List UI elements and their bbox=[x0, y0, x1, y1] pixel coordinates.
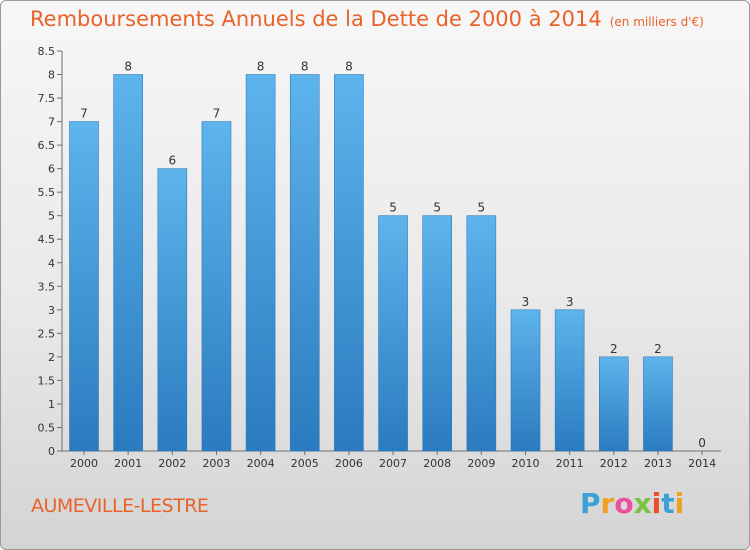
logo-letter: t bbox=[661, 487, 675, 520]
data-label-2013: 2 bbox=[654, 342, 662, 356]
x-tick-label-2013: 2013 bbox=[644, 457, 672, 470]
y-axis: 0 0.5 1 1.5 2 2.5 3 3.5 4 4.5 5 5.5 6 6.5 7 7.5 8 8.5 bbox=[38, 45, 63, 458]
bar-2000 bbox=[69, 121, 99, 452]
bar-2001 bbox=[113, 74, 143, 452]
logo-letter: i bbox=[651, 487, 662, 520]
data-label-2005: 8 bbox=[301, 60, 309, 74]
bar-2010 bbox=[510, 309, 541, 452]
logo-letter: i bbox=[674, 487, 685, 520]
logo-letter: o bbox=[614, 487, 634, 520]
x-axis: 2000 2001 2002 2003 2004 2005 2006 2007 2008 2009… bbox=[62, 450, 721, 470]
data-label-2002: 6 bbox=[168, 154, 176, 168]
y-tick-label: 5.5 bbox=[38, 186, 56, 199]
bar-2011 bbox=[554, 309, 585, 452]
bar-2003 bbox=[201, 121, 232, 452]
y-tick-label: 0.5 bbox=[38, 421, 56, 434]
data-label-2008: 5 bbox=[433, 201, 441, 215]
bar-2008 bbox=[422, 215, 453, 452]
bar-2005 bbox=[289, 74, 320, 452]
logo-letter: r bbox=[600, 487, 615, 520]
chart-title-text: Remboursements Annuels de la Dette de 20… bbox=[30, 7, 602, 31]
x-tick-label-2011: 2011 bbox=[556, 457, 584, 470]
x-tick-label-2002: 2002 bbox=[158, 457, 186, 470]
x-tick-label-2005: 2005 bbox=[291, 457, 319, 470]
y-tick-label: 1.5 bbox=[38, 374, 56, 387]
x-tick-label-2001: 2001 bbox=[114, 457, 142, 470]
y-tick-label: 1 bbox=[48, 398, 55, 411]
x-tick-label-2004: 2004 bbox=[247, 457, 275, 470]
bar-2009 bbox=[466, 215, 497, 452]
data-label-2007: 5 bbox=[389, 201, 397, 215]
y-tick-label: 5 bbox=[48, 210, 55, 223]
logo-letter: x bbox=[633, 487, 652, 520]
y-tick-label: 6.5 bbox=[38, 139, 56, 152]
data-label-2014: 0 bbox=[698, 436, 706, 450]
x-tick-label-2007: 2007 bbox=[379, 457, 407, 470]
bar-2002 bbox=[157, 168, 188, 452]
y-tick-label: 2.5 bbox=[38, 327, 56, 340]
data-label-2000: 7 bbox=[80, 107, 88, 121]
bar-series bbox=[69, 74, 673, 452]
logo-letter: P bbox=[580, 487, 601, 520]
y-tick-label: 6 bbox=[48, 163, 55, 176]
data-label-2001: 8 bbox=[124, 60, 132, 74]
x-tick-label-2009: 2009 bbox=[467, 457, 495, 470]
y-tick-label: 8.5 bbox=[38, 45, 56, 58]
y-tick-label: 4.5 bbox=[38, 233, 56, 246]
data-label-2009: 5 bbox=[478, 201, 486, 215]
x-tick-label-2012: 2012 bbox=[600, 457, 628, 470]
commune-name: AUMEVILLE-LESTRE bbox=[31, 495, 209, 517]
data-label-2011: 3 bbox=[566, 295, 574, 309]
x-tick-label-2006: 2006 bbox=[335, 457, 363, 470]
data-label-2012: 2 bbox=[610, 342, 618, 356]
y-tick-label: 0 bbox=[48, 445, 55, 458]
x-tick-label-2010: 2010 bbox=[512, 457, 540, 470]
data-label-2010: 3 bbox=[522, 295, 530, 309]
x-tick-label-2014: 2014 bbox=[688, 457, 716, 470]
bar-2007 bbox=[378, 215, 408, 452]
proxiti-logo: Proxiti bbox=[580, 487, 684, 520]
y-tick-label: 7.5 bbox=[38, 92, 56, 105]
bar-2006 bbox=[334, 74, 364, 452]
x-tick-label-2000: 2000 bbox=[70, 457, 98, 470]
bar-2013 bbox=[643, 356, 673, 452]
x-tick-label-2003: 2003 bbox=[202, 457, 230, 470]
data-label-2006: 8 bbox=[345, 60, 353, 74]
y-tick-label: 3 bbox=[48, 304, 55, 317]
bar-2012 bbox=[598, 356, 629, 452]
data-labels: 7 8 6 7 8 8 8 5 5 5 3 3 2 2 0 bbox=[80, 60, 706, 450]
y-tick-label: 2 bbox=[48, 351, 55, 364]
data-label-2003: 7 bbox=[213, 107, 221, 121]
bar-2004 bbox=[245, 74, 276, 452]
chart-title: Remboursements Annuels de la Dette de 20… bbox=[30, 7, 704, 31]
x-tick-label-2008: 2008 bbox=[423, 457, 451, 470]
y-tick-label: 3.5 bbox=[38, 280, 56, 293]
y-tick-label: 8 bbox=[48, 69, 55, 82]
y-tick-label: 4 bbox=[48, 257, 55, 270]
data-label-2004: 8 bbox=[257, 60, 265, 74]
y-tick-label: 7 bbox=[48, 116, 55, 129]
chart-unit-note: (en milliers d'€) bbox=[609, 15, 704, 29]
